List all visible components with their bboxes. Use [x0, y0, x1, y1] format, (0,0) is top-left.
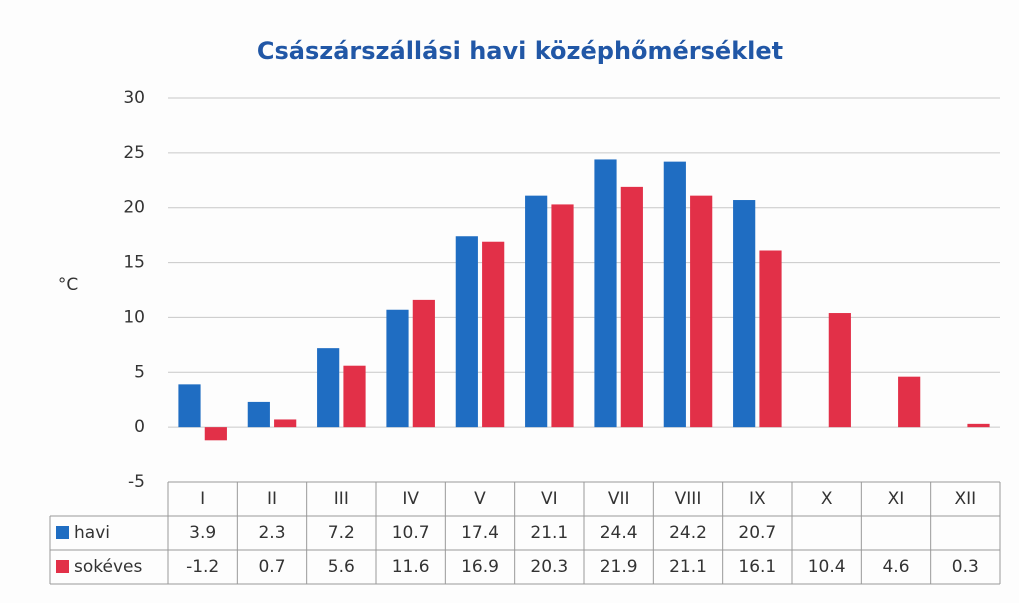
- chart-title: Császárszállási havi középhőmérséklet: [257, 37, 783, 65]
- x-tick-label: VIII: [675, 489, 702, 509]
- bar: [733, 200, 756, 428]
- y-tick-label: 30: [123, 88, 145, 108]
- x-tick-label: V: [474, 489, 486, 509]
- table-value: 0.7: [258, 557, 285, 577]
- y-tick-label: 25: [123, 143, 145, 163]
- y-axis-label: °C: [58, 275, 78, 295]
- x-tick-label: VII: [608, 489, 630, 509]
- x-tick-label: IV: [402, 489, 419, 509]
- table-value: 0.3: [952, 557, 979, 577]
- table-value: 10.4: [808, 557, 846, 577]
- bar: [620, 186, 643, 428]
- y-tick-label: 20: [123, 198, 145, 218]
- table-value: 3.9: [189, 523, 216, 543]
- bar: [551, 204, 574, 428]
- x-tick-label: VI: [541, 489, 558, 509]
- bar: [759, 250, 782, 428]
- legend-swatch: [56, 526, 69, 539]
- bar: [482, 241, 505, 428]
- bar: [828, 313, 851, 428]
- bar: [247, 401, 270, 428]
- table-value: 11.6: [392, 557, 430, 577]
- table-value: 10.7: [392, 523, 430, 543]
- bar: [343, 365, 366, 428]
- bar: [525, 195, 548, 428]
- table-value: 17.4: [461, 523, 499, 543]
- legend-swatch: [56, 560, 69, 573]
- x-tick-label: X: [821, 489, 833, 509]
- y-tick-label: -5: [128, 472, 145, 492]
- table-value: 21.9: [600, 557, 638, 577]
- bar: [386, 309, 409, 428]
- bar: [690, 195, 713, 428]
- table-value: 5.6: [328, 557, 355, 577]
- table-value: -1.2: [186, 557, 219, 577]
- table-value: 16.9: [461, 557, 499, 577]
- y-tick-label: 5: [134, 362, 145, 382]
- bar: [898, 376, 921, 428]
- bar: [178, 384, 201, 428]
- bar: [274, 419, 297, 428]
- table-value: 21.1: [669, 557, 707, 577]
- bar: [594, 159, 617, 428]
- bar: [663, 161, 686, 428]
- bar: [412, 299, 435, 428]
- x-tick-label: III: [334, 489, 349, 509]
- table-value: 20.3: [530, 557, 568, 577]
- table-value: 24.2: [669, 523, 707, 543]
- table-value: 24.4: [600, 523, 638, 543]
- bar: [317, 348, 340, 428]
- x-tick-label: XII: [954, 489, 976, 509]
- x-tick-label: XI: [888, 489, 905, 509]
- y-tick-label: 15: [123, 253, 145, 273]
- y-tick-label: 0: [134, 417, 145, 437]
- legend-label: sokéves: [74, 557, 142, 577]
- x-tick-label: II: [267, 489, 277, 509]
- y-tick-label: 10: [123, 307, 145, 327]
- bar: [455, 236, 478, 428]
- table-value: 21.1: [530, 523, 568, 543]
- table-value: 2.3: [258, 523, 285, 543]
- x-tick-label: IX: [749, 489, 766, 509]
- table-value: 4.6: [882, 557, 909, 577]
- legend-label: havi: [74, 523, 110, 543]
- bar: [204, 427, 227, 441]
- table-value: 7.2: [328, 523, 355, 543]
- x-tick-label: I: [200, 489, 205, 509]
- bar: [967, 423, 990, 428]
- table-value: 20.7: [738, 523, 776, 543]
- table-value: 16.1: [738, 557, 776, 577]
